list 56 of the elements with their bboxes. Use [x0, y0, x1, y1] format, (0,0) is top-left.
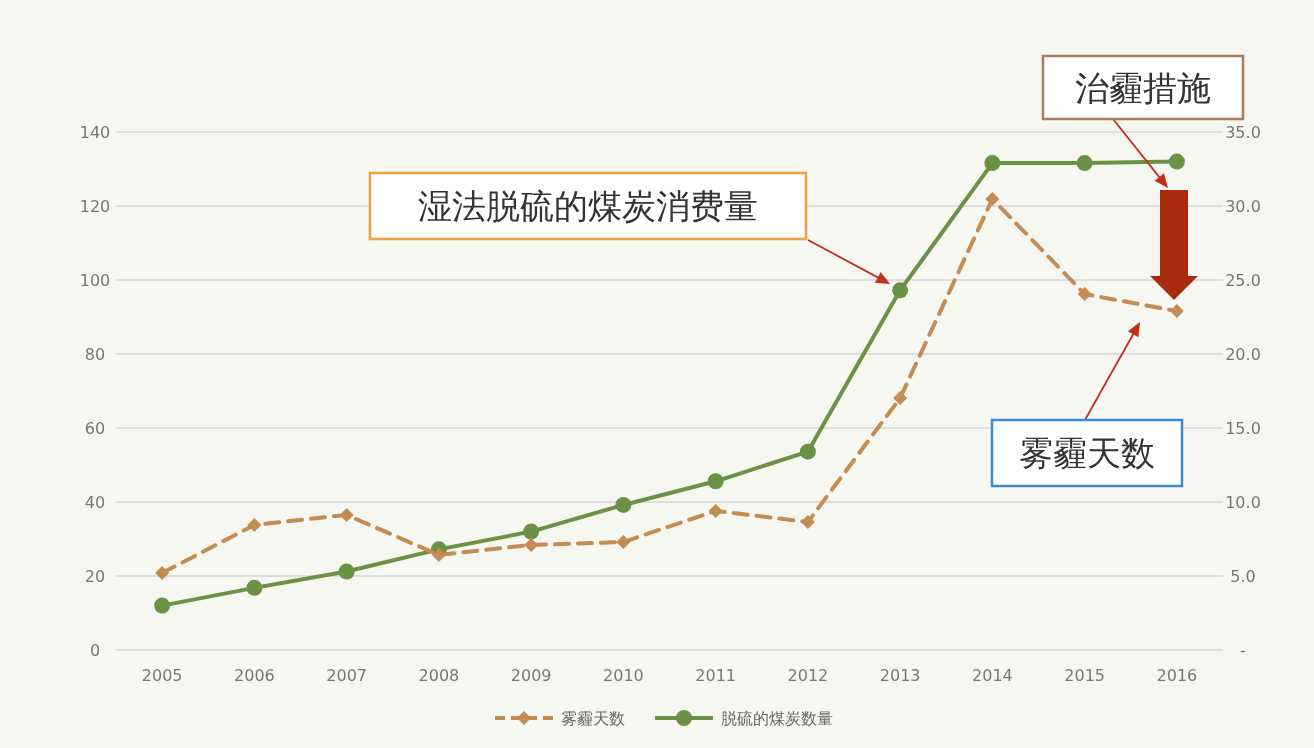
- point: [523, 523, 540, 540]
- y2-tick-label: 25.0: [1225, 271, 1261, 290]
- point: [247, 517, 262, 532]
- y-tick-label: 40: [84, 493, 106, 512]
- x-tick-label: 2007: [326, 666, 367, 685]
- y2-tick-label: -: [1240, 641, 1246, 660]
- point: [155, 566, 170, 581]
- y-tick-label: 0: [89, 641, 101, 660]
- point: [707, 473, 724, 490]
- point: [708, 503, 723, 518]
- point: [1077, 287, 1092, 302]
- point: [154, 597, 171, 614]
- y-tick-label: 100: [79, 271, 111, 290]
- point: [339, 507, 354, 522]
- y-tick-label: 120: [79, 197, 111, 216]
- point: [431, 547, 446, 562]
- point: [1168, 153, 1185, 170]
- x-tick-label: 2005: [141, 666, 183, 685]
- point: [984, 155, 1001, 172]
- y2-tick-label: 15.0: [1225, 419, 1261, 438]
- point: [985, 191, 1000, 206]
- x-tick-label: 2013: [879, 666, 921, 685]
- x-tick-label: 2014: [972, 666, 1013, 685]
- y2-tick-label: 20.0: [1225, 345, 1261, 364]
- x-tick-label: 2008: [418, 666, 460, 685]
- y2-tick-label: 5.0: [1230, 567, 1256, 586]
- legend-label: 脱硫的煤炭数量: [721, 709, 833, 728]
- y2-tick-label: 10.0: [1225, 493, 1261, 512]
- legend-label: 雾霾天数: [561, 709, 625, 728]
- y2-tick-label: 35.0: [1225, 123, 1261, 142]
- y-tick-label: 60: [84, 419, 106, 438]
- x-tick-label: 2009: [510, 666, 552, 685]
- x-tick-label: 2011: [695, 666, 736, 685]
- x-tick-label: 2012: [787, 666, 829, 685]
- point: [524, 537, 539, 552]
- point: [338, 563, 355, 580]
- x-tick-label: 2006: [234, 666, 275, 685]
- y-tick-label: 20: [84, 567, 106, 586]
- point: [1076, 155, 1093, 172]
- x-tick-label: 2015: [1064, 666, 1105, 685]
- x-tick-label: 2010: [603, 666, 644, 685]
- y-tick-label: 140: [79, 123, 111, 142]
- annotation: 湿法脱硫的煤炭消费量: [418, 186, 758, 226]
- point: [616, 534, 631, 549]
- point: [893, 391, 908, 406]
- point: [246, 579, 263, 596]
- point: [800, 514, 815, 529]
- point: [1169, 304, 1184, 319]
- point: [892, 282, 909, 299]
- y-tick-label: 80: [84, 345, 106, 364]
- annotation: 雾霾天数: [1019, 433, 1155, 473]
- x-tick-label: 2016: [1156, 666, 1198, 685]
- point: [799, 443, 816, 460]
- point: [615, 496, 632, 513]
- text: 治霾措施: [1075, 67, 1211, 108]
- y2-tick-label: 30.0: [1225, 197, 1261, 216]
